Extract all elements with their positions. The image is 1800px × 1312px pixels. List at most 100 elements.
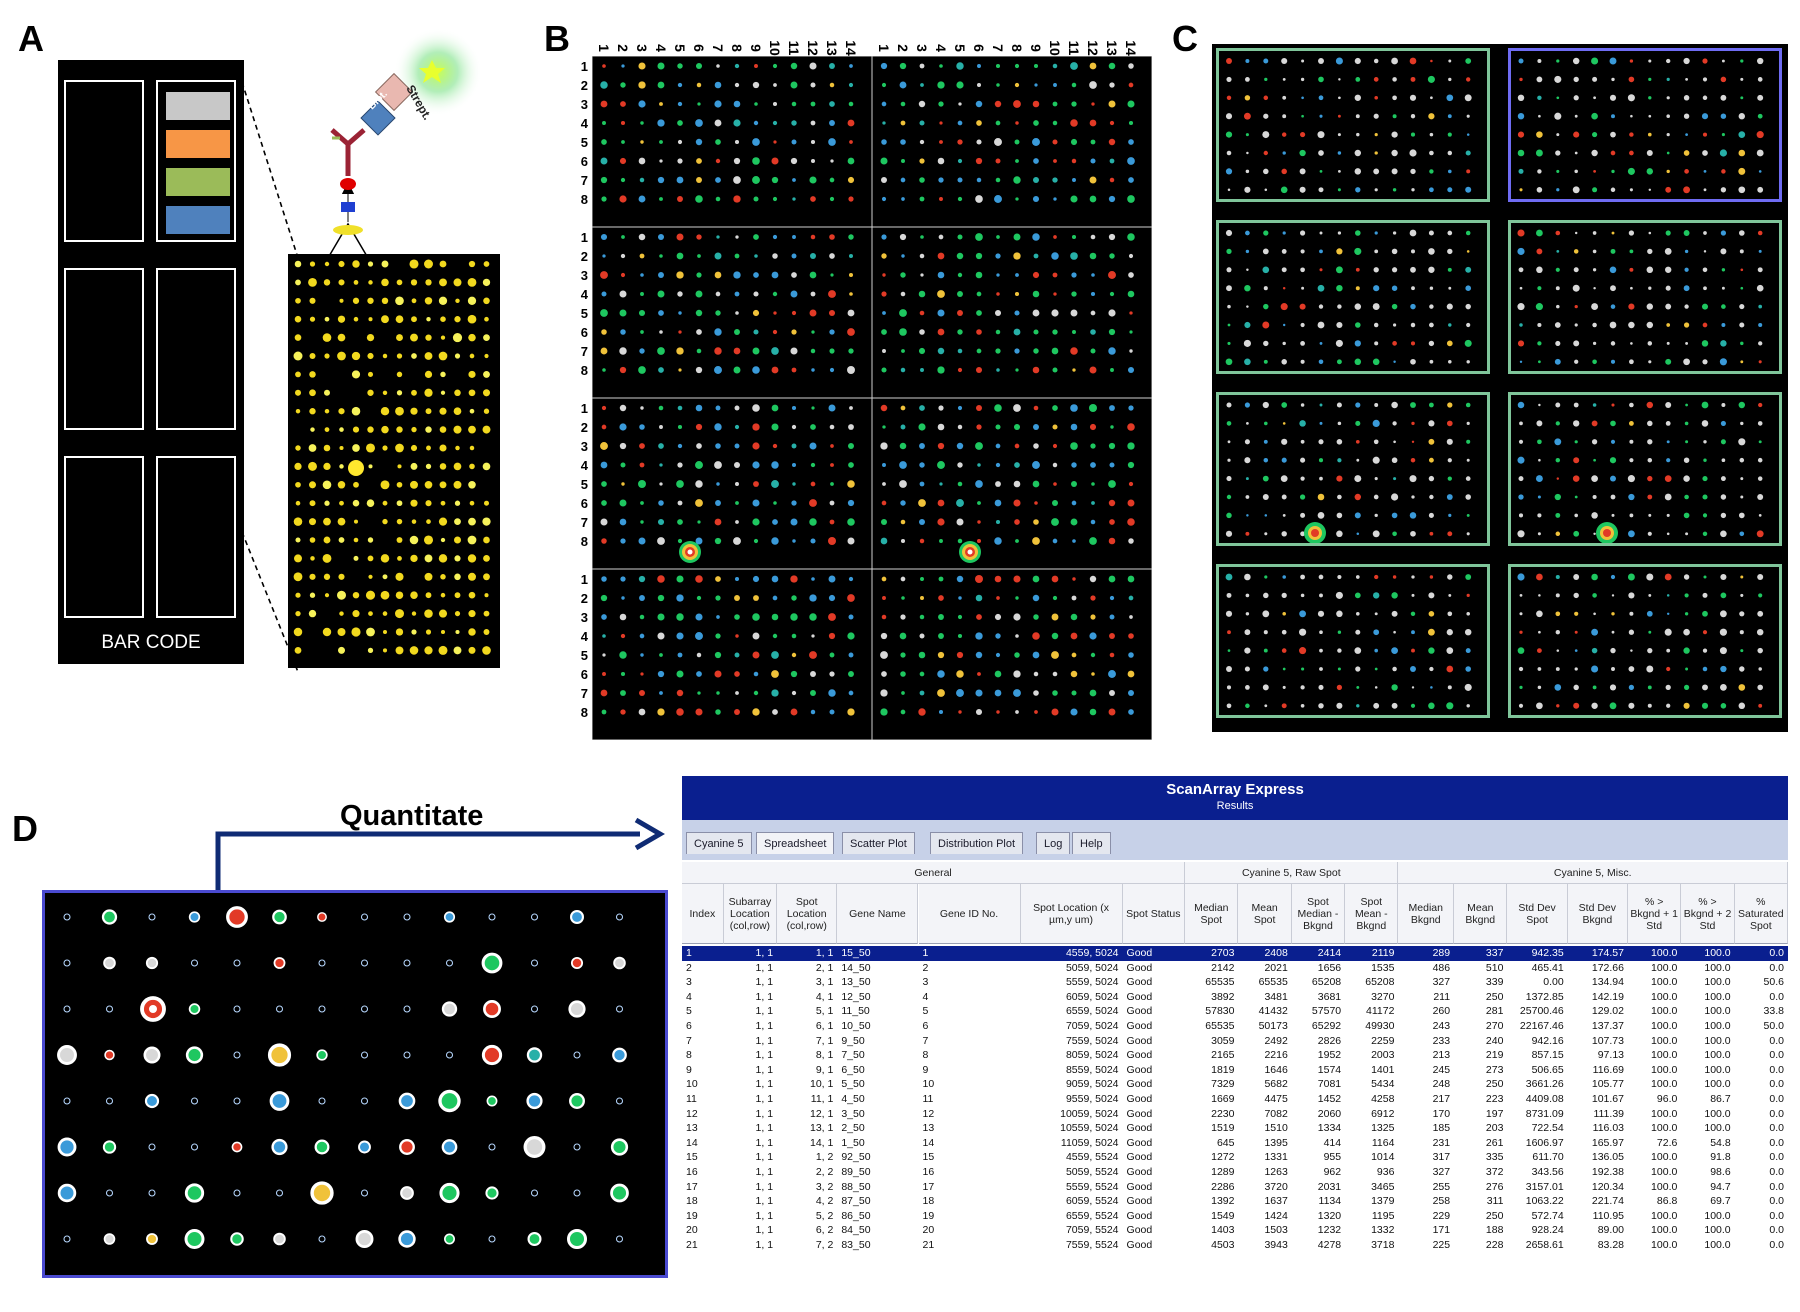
table-cell[interactable]: 2703 [1211,947,1235,959]
table-cell[interactable]: 1263 [1264,1166,1288,1178]
table-cell[interactable]: 7, 2 [815,1239,834,1251]
column-header[interactable]: % Saturated Spot [1734,884,1788,944]
table-cell[interactable]: 11 [922,1093,934,1105]
table-cell[interactable]: 65535 [1205,976,1235,989]
table-cell[interactable]: Good [1126,1078,1153,1091]
table-cell[interactable]: 3_50 [841,1107,865,1120]
table-cell[interactable]: 15 [686,1151,698,1164]
table-cell[interactable]: 100.0 [1704,1063,1731,1076]
table-cell[interactable]: 1, 1 [815,947,834,959]
table-cell[interactable]: 1, 1 [755,1063,774,1076]
table-cell[interactable]: 57570 [1311,1005,1342,1018]
table-cell[interactable]: 1289 [1211,1166,1235,1178]
table-cell[interactable]: 2 [686,961,692,974]
table-cell[interactable]: 12 [922,1107,935,1120]
table-cell[interactable]: 8 [686,1049,692,1062]
table-cell[interactable]: 100.0 [1704,961,1731,974]
table-cell[interactable]: 116.03 [1592,1122,1624,1135]
table-cell[interactable]: 258 [1432,1195,1451,1208]
table-cell[interactable]: 65535 [1258,976,1288,989]
table-cell[interactable]: 105.77 [1591,1078,1624,1091]
table-cell[interactable]: 857.15 [1531,1049,1564,1062]
table-cell[interactable]: 5059, 5024 [1065,961,1119,974]
table-cell[interactable]: 89_50 [841,1166,871,1178]
table-cell[interactable]: 327 [1432,976,1451,989]
table-cell[interactable]: 2, 2 [815,1166,834,1178]
table-cell[interactable]: 928.24 [1531,1224,1564,1237]
table-cell[interactable]: 3892 [1211,990,1235,1003]
table-cell[interactable]: 8, 1 [815,1049,834,1062]
table-cell[interactable]: 100.0 [1651,1107,1678,1120]
table-cell[interactable]: 21 [686,1239,698,1251]
table-cell[interactable]: 1401 [1371,1063,1395,1076]
table-cell[interactable]: 65208 [1311,976,1342,989]
column-header[interactable]: Median Bkgnd [1398,884,1455,944]
table-cell[interactable]: 5_50 [841,1078,865,1091]
table-cell[interactable]: 337 [1485,947,1504,959]
table-cell[interactable]: 100.0 [1651,1209,1678,1222]
table-cell[interactable]: 100.0 [1651,976,1678,989]
table-cell[interactable]: 8731.09 [1525,1107,1564,1120]
table-cell[interactable]: 572.74 [1531,1209,1564,1222]
table-cell[interactable]: 1, 1 [755,1107,774,1120]
table-cell[interactable]: 15 [922,1151,935,1164]
table-cell[interactable]: 1, 1 [755,1180,774,1193]
table-cell[interactable]: 100.0 [1704,1078,1731,1091]
table-cell[interactable]: 1 [922,947,929,959]
table-cell[interactable]: 4409.08 [1525,1093,1564,1105]
table-cell[interactable]: 100.0 [1651,1122,1678,1135]
table-cell[interactable]: 2826 [1317,1034,1342,1047]
table-cell[interactable]: 6559, 5524 [1065,1209,1119,1222]
column-header[interactable]: Std Dev Bkgnd [1567,884,1628,944]
table-cell[interactable]: 942.16 [1531,1034,1564,1047]
table-cell[interactable]: 54.8 [1710,1136,1731,1149]
table-cell[interactable]: 7, 1 [815,1034,834,1047]
tab-log[interactable]: Log [1036,832,1071,854]
table-cell[interactable]: 2119 [1371,947,1395,959]
table-cell[interactable]: Good [1126,1136,1153,1149]
table-cell[interactable]: 2, 1 [815,961,834,974]
table-cell[interactable]: Good [1126,1107,1153,1120]
table-cell[interactable]: 1325 [1371,1122,1395,1135]
table-cell[interactable]: 243 [1432,1020,1451,1032]
table-cell[interactable]: 6 [922,1020,929,1032]
table-cell[interactable]: 327 [1432,1166,1451,1178]
table-cell[interactable]: 100.0 [1651,1034,1678,1047]
table-cell[interactable]: 1, 1 [755,1122,774,1135]
table-cell[interactable]: 10059, 5024 [1060,1107,1119,1120]
table-cell[interactable]: 1, 1 [755,947,774,959]
table-cell[interactable]: 9_50 [841,1034,865,1047]
table-cell[interactable]: Good [1126,1049,1153,1062]
table-cell[interactable]: 100.0 [1651,1224,1678,1237]
table-cell[interactable]: 5, 2 [815,1209,834,1222]
table-cell[interactable]: 100.0 [1704,990,1731,1003]
table-cell[interactable]: 136.05 [1591,1151,1624,1164]
table-cell[interactable]: 5, 1 [815,1005,834,1018]
table-cell[interactable]: 225 [1432,1239,1451,1251]
table-cell[interactable]: 0.0 [1769,1239,1784,1251]
table-cell[interactable]: Good [1126,947,1153,959]
table-cell[interactable]: 100.0 [1651,1005,1678,1018]
table-cell[interactable]: 4 [686,990,692,1003]
table-cell[interactable]: 107.73 [1591,1034,1624,1047]
table-cell[interactable]: 11 [686,1093,697,1105]
tab-spreadsheet[interactable]: Spreadsheet [756,832,835,854]
table-cell[interactable]: 92_50 [841,1151,871,1164]
table-cell[interactable]: 101.67 [1591,1093,1624,1105]
table-cell[interactable]: 1646 [1264,1063,1288,1076]
table-cell[interactable]: 6 [686,1020,692,1032]
table-cell[interactable]: 91.8 [1710,1151,1731,1164]
table-cell[interactable]: 17 [922,1180,935,1193]
table-cell[interactable]: 7559, 5024 [1065,1034,1119,1047]
table-cell[interactable]: 6059, 5524 [1065,1195,1119,1208]
table-cell[interactable]: 100.0 [1704,1224,1731,1237]
table-cell[interactable]: 96.0 [1656,1093,1678,1105]
table-cell[interactable]: 4475 [1264,1093,1288,1105]
table-cell[interactable]: 289 [1432,947,1451,959]
table-cell[interactable]: 228 [1485,1239,1504,1251]
table-cell[interactable]: 1, 1 [755,1005,774,1018]
table-cell[interactable]: 2658.61 [1525,1239,1564,1251]
table-cell[interactable]: 1332 [1371,1224,1395,1237]
table-cell[interactable]: 317 [1432,1151,1451,1164]
table-cell[interactable]: 33.8 [1763,1005,1784,1018]
